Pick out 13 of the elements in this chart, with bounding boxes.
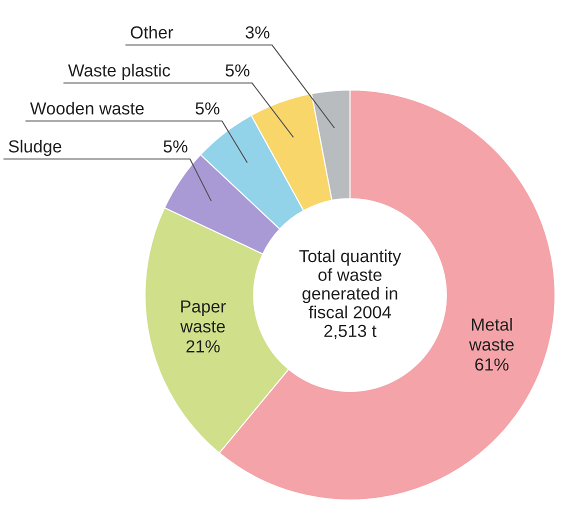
data-label: 61% [475,358,509,371]
slice-label: Waste plastic [68,64,170,80]
text: Total quantity of waste generated in fiscal 2004 2,513 t [299,250,402,340]
data-label: 3% [246,26,270,39]
data-label: 5% [226,64,250,77]
slice-label: Paper waste [180,300,226,333]
slice-label: Metal waste [469,318,514,351]
slice-label: Sludge [8,140,62,156]
slice-label: Wooden waste [30,102,144,115]
slice-label: Other [130,26,174,39]
data-label: 5% [164,140,188,153]
data-label: 21% [186,340,220,352]
data-label: 5% [196,102,220,115]
